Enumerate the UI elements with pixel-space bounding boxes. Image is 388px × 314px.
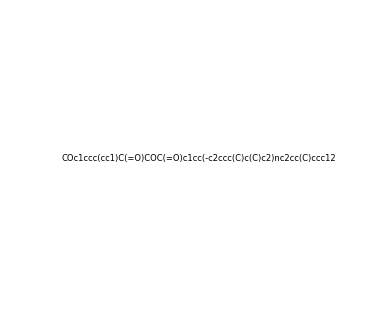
Text: COc1ccc(cc1)C(=O)COC(=O)c1cc(-c2ccc(C)c(C)c2)nc2cc(C)ccc12: COc1ccc(cc1)C(=O)COC(=O)c1cc(-c2ccc(C)c(…: [62, 154, 336, 163]
